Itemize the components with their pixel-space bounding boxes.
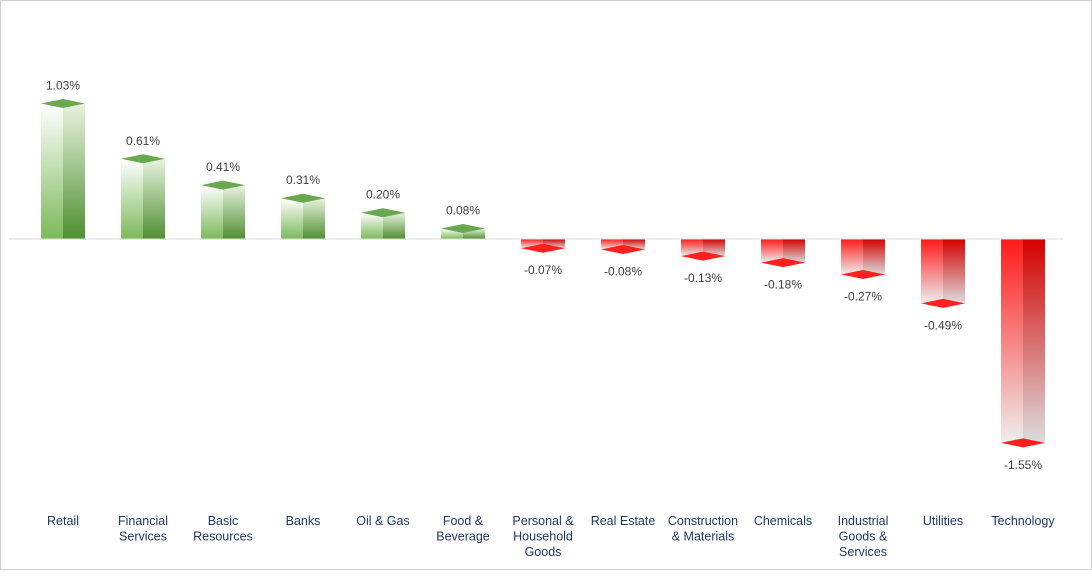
data-label: 0.20% xyxy=(366,188,400,202)
bar-front-face xyxy=(921,239,943,304)
category-label: Oil & Gas xyxy=(356,514,410,528)
bar-front-face xyxy=(41,103,63,240)
bar-side-face xyxy=(543,239,565,249)
data-label: -0.07% xyxy=(524,263,562,277)
bar xyxy=(361,208,405,239)
category-labels-layer: Retail Financial Services Basic Resources Ban… xyxy=(47,514,1055,559)
bar-side-face xyxy=(303,198,325,239)
bar xyxy=(41,99,85,240)
bar-side-face xyxy=(223,185,245,239)
data-label: 0.41% xyxy=(206,160,240,174)
bar-top-cap xyxy=(121,154,165,164)
bar-side-face xyxy=(863,239,885,275)
bar-front-face xyxy=(761,239,783,263)
bar-top-cap xyxy=(281,193,325,203)
bar-side-face xyxy=(143,158,165,239)
bar-side-face xyxy=(943,239,965,304)
category-label: Basic Resources xyxy=(193,514,253,544)
bar xyxy=(841,239,885,280)
data-label: 0.08% xyxy=(446,203,480,217)
bar-top-cap xyxy=(361,208,405,218)
bar-front-face xyxy=(441,228,463,239)
bar-side-face xyxy=(63,103,85,240)
bar-side-face xyxy=(383,212,405,239)
data-label: -1.55% xyxy=(1004,458,1042,472)
bar-front-face xyxy=(201,185,223,239)
bar xyxy=(761,239,805,268)
category-label: Retail xyxy=(47,514,79,528)
bar-front-face xyxy=(281,198,303,239)
bar-front-face xyxy=(601,239,623,250)
bar xyxy=(681,239,725,261)
category-label: Banks xyxy=(286,514,321,528)
data-label: 0.31% xyxy=(286,173,320,187)
category-label: Real Estate xyxy=(591,514,656,528)
bar-bottom-cap xyxy=(521,243,565,253)
category-label: Utilities xyxy=(923,514,963,528)
bar xyxy=(521,239,565,253)
bar-front-face xyxy=(361,212,383,239)
bar-front-face xyxy=(521,239,543,249)
category-label: Construction & Materials xyxy=(668,514,738,544)
data-label: 1.03% xyxy=(46,79,80,93)
bar-front-face xyxy=(681,239,703,257)
data-label: -0.18% xyxy=(764,278,802,292)
bar xyxy=(121,154,165,239)
data-label: -0.08% xyxy=(604,265,642,279)
bar xyxy=(921,239,965,308)
data-label: 0.61% xyxy=(126,134,160,148)
bar xyxy=(601,239,645,255)
bar-top-cap xyxy=(441,223,485,233)
bar-front-face xyxy=(1001,239,1023,443)
value-labels-layer: 1.03% 0.61% 0.41% 0.31% 0.20% 0.08% -0.07% -0.0… xyxy=(46,79,1042,472)
category-label: Financial Services xyxy=(118,514,168,544)
bar xyxy=(281,193,325,239)
bar-bottom-cap xyxy=(601,245,645,255)
bar xyxy=(441,223,485,239)
bar xyxy=(1001,239,1045,448)
bars-layer xyxy=(41,99,1045,448)
bar-front-face xyxy=(841,239,863,275)
data-label: -0.27% xyxy=(844,290,882,304)
bar-side-face xyxy=(783,239,805,263)
bar-side-face xyxy=(703,239,725,257)
bar-top-cap xyxy=(201,180,245,190)
bar-side-face xyxy=(623,239,645,250)
data-label: -0.13% xyxy=(684,271,722,285)
category-label: Industrial Goods & Services xyxy=(838,514,889,559)
bar-top-cap xyxy=(41,99,85,109)
bar-bottom-cap xyxy=(1001,438,1045,448)
category-label: Food & Beverage xyxy=(436,514,490,544)
bar-bottom-cap xyxy=(921,298,965,308)
bar xyxy=(201,180,245,239)
bar-front-face xyxy=(121,158,143,239)
bar-bottom-cap xyxy=(841,270,885,280)
category-label: Technology xyxy=(991,514,1055,528)
bar-side-face xyxy=(1023,239,1045,443)
data-label: -0.49% xyxy=(924,318,962,332)
bar-bottom-cap xyxy=(681,251,725,261)
category-label: Personal & Household Goods xyxy=(512,514,574,559)
bar-side-face xyxy=(463,228,485,239)
bar-bottom-cap xyxy=(761,258,805,268)
category-label: Chemicals xyxy=(754,514,812,528)
